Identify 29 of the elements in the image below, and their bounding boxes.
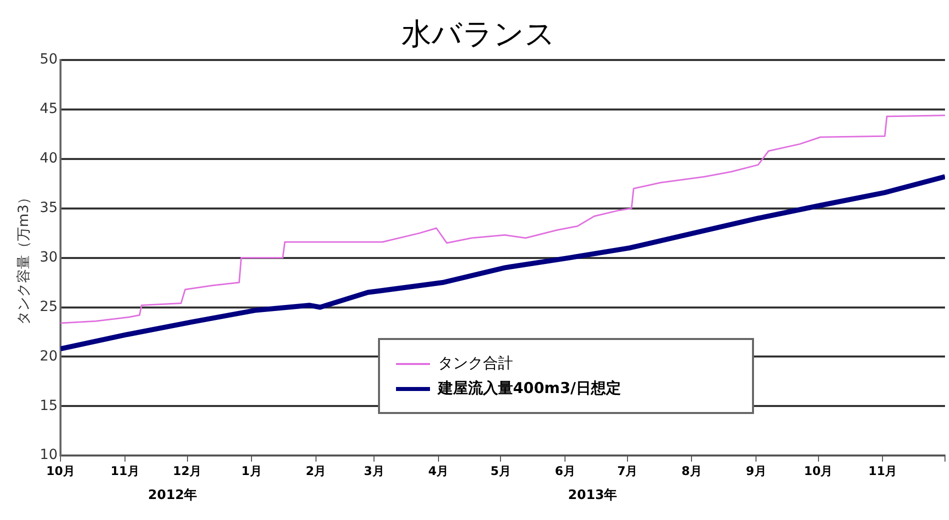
chart-title: 水バランス bbox=[402, 16, 556, 52]
x-tick-label: 3月 bbox=[364, 464, 384, 478]
legend-label: 建屋流入量400m3/日想定 bbox=[438, 379, 621, 398]
y-tick-label: 45 bbox=[40, 101, 58, 118]
y-tick-label: 20 bbox=[40, 348, 58, 364]
x-tick-label: 11月 bbox=[110, 464, 140, 478]
x-tick-label: 10月 bbox=[46, 464, 75, 478]
x-tick-label: 5月 bbox=[490, 464, 511, 478]
y-tick-label: 25 bbox=[40, 298, 58, 315]
x-tick-label: 9月 bbox=[746, 464, 766, 478]
x-tick-label: 11月 bbox=[868, 464, 898, 478]
y-tick-label: 15 bbox=[40, 398, 58, 414]
y-tick-label: 40 bbox=[40, 150, 58, 167]
x-tick-label: 7月 bbox=[617, 464, 638, 478]
legend-label: タンク合計 bbox=[438, 354, 513, 373]
y-tick-label: 30 bbox=[40, 249, 58, 266]
x-tick-label: 6月 bbox=[554, 464, 576, 478]
text: 2013年 bbox=[568, 487, 618, 504]
x-tick-label: 1月 bbox=[241, 464, 262, 478]
x-tick-label: 10月 bbox=[804, 464, 833, 478]
x-tick-label: 2月 bbox=[306, 464, 326, 478]
x-tick-label: 8月 bbox=[682, 464, 702, 478]
x-tick-label: 4月 bbox=[428, 464, 449, 478]
text: 2012年 bbox=[148, 487, 198, 504]
x-tick-label: 12月 bbox=[172, 464, 202, 478]
y-tick-label: 35 bbox=[40, 200, 58, 216]
y-tick-label: 50 bbox=[40, 52, 58, 68]
y-axis-title: タンク容量（万m3） bbox=[16, 190, 32, 326]
y-tick-label: 10 bbox=[40, 447, 58, 464]
